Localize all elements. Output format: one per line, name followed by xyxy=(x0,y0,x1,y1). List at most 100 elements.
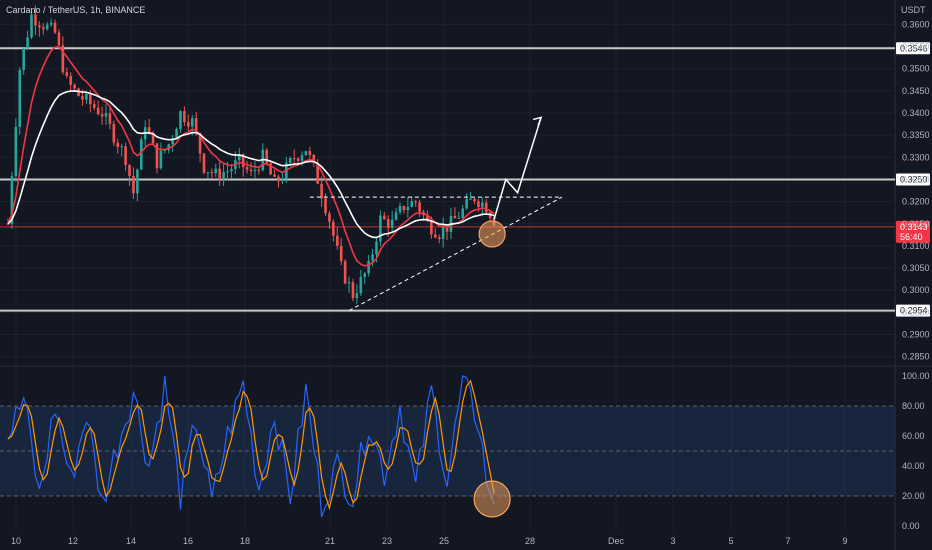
countdown-label: 56:40 xyxy=(900,232,923,242)
triangle-pattern xyxy=(309,116,563,312)
candle-body xyxy=(241,154,245,168)
candle-body xyxy=(265,149,269,164)
highlight-circles xyxy=(473,220,511,518)
level-badge-label: 0.3250 xyxy=(900,174,928,184)
candle-body xyxy=(226,171,229,173)
candle-body xyxy=(465,199,468,209)
candle-body xyxy=(367,260,370,274)
stoch-tick-label: 60.00 xyxy=(902,431,925,441)
candle-body xyxy=(30,14,33,38)
price-tick-label: 0.3300 xyxy=(902,152,930,162)
candle-body xyxy=(324,198,327,214)
stoch-k-line xyxy=(7,375,495,518)
candle-body xyxy=(445,227,449,232)
candle-body xyxy=(132,175,135,194)
price-tick-label: 0.3200 xyxy=(902,197,930,207)
candle-body xyxy=(128,164,131,176)
stoch-tick-label: 40.00 xyxy=(902,461,925,471)
candle-body xyxy=(304,151,308,156)
candle-body xyxy=(277,176,280,182)
price-tick-label: 0.3400 xyxy=(902,108,930,118)
candle-body xyxy=(14,126,18,177)
level-badge xyxy=(896,304,930,317)
x-tick-label: 21 xyxy=(325,536,335,546)
price-tick-label: 0.2850 xyxy=(902,352,930,362)
candle-body xyxy=(34,14,37,26)
candle-body xyxy=(473,198,476,202)
candle-body xyxy=(328,213,331,222)
level-badge xyxy=(896,173,930,186)
candle-body xyxy=(281,179,284,182)
candle-body xyxy=(218,168,221,180)
price-tick-label: 0.3550 xyxy=(902,42,930,52)
candle-body xyxy=(316,162,319,184)
candle-body xyxy=(136,169,139,194)
candle-body xyxy=(206,172,210,174)
candle-body xyxy=(453,216,457,219)
candle-body xyxy=(147,127,151,133)
stoch-tick-label: 80.00 xyxy=(902,401,925,411)
candle-body xyxy=(469,198,472,200)
candle-body xyxy=(230,168,233,172)
candle-body xyxy=(175,128,178,138)
candle-body xyxy=(155,143,159,169)
candle-body xyxy=(69,76,73,85)
candle-body xyxy=(249,169,253,172)
x-tick-label: 23 xyxy=(382,536,392,546)
candle-body xyxy=(65,72,69,77)
candle-body xyxy=(406,206,410,211)
candle-body xyxy=(41,27,45,30)
x-tick-label: 16 xyxy=(183,536,193,546)
candle-body xyxy=(383,215,386,220)
candle-body xyxy=(312,155,316,163)
candle-body xyxy=(430,221,433,235)
candle-body xyxy=(253,169,257,172)
x-tick-label: 12 xyxy=(68,536,78,546)
stoch-rsi-lines xyxy=(7,375,495,518)
price-tick-label: 0.3100 xyxy=(902,241,930,251)
candle-body xyxy=(81,96,84,100)
candle-body xyxy=(100,114,104,117)
stoch-highlight-circle xyxy=(473,480,511,518)
candle-body xyxy=(398,205,402,213)
candle-body xyxy=(108,113,112,124)
price-tick-label: 0.3000 xyxy=(902,285,930,295)
chart-title: Cardano / TetherUS, 1h, BINANCE xyxy=(6,5,145,15)
candle-body xyxy=(418,202,421,212)
candle-body xyxy=(112,123,116,143)
candle-body xyxy=(386,219,390,228)
stoch-tick-label: 100.00 xyxy=(902,371,930,381)
candle-body xyxy=(18,70,22,127)
candle-body xyxy=(300,155,304,161)
candle-body xyxy=(139,139,143,170)
candle-body xyxy=(179,111,182,129)
ema-fast-line xyxy=(7,45,495,267)
x-tick-label: 7 xyxy=(785,536,790,546)
candle-body xyxy=(167,144,171,151)
price-tick-label: 0.3500 xyxy=(902,64,930,74)
candle-body xyxy=(379,215,382,242)
candle-body xyxy=(335,235,339,246)
candle-body xyxy=(73,84,76,89)
candle-body xyxy=(194,118,198,134)
candle-body xyxy=(308,151,312,156)
candle-body xyxy=(22,48,25,71)
x-tick-label: 10 xyxy=(11,536,21,546)
candle-body xyxy=(402,205,406,211)
candle-body xyxy=(190,118,194,127)
price-tick-label: 0.2900 xyxy=(902,330,930,340)
candle-body xyxy=(296,158,300,161)
candle-body xyxy=(45,24,49,30)
candle-body xyxy=(85,94,88,100)
price-tick-label: 0.3350 xyxy=(902,130,930,140)
candle-body xyxy=(120,146,123,148)
candle-body xyxy=(394,212,398,220)
candle-body xyxy=(124,146,127,165)
candle-body xyxy=(457,217,461,219)
candle-body xyxy=(245,167,249,170)
candle-body xyxy=(10,176,14,224)
candle-body xyxy=(332,221,335,236)
candle-body xyxy=(38,25,41,28)
x-tick-label: 9 xyxy=(842,536,847,546)
